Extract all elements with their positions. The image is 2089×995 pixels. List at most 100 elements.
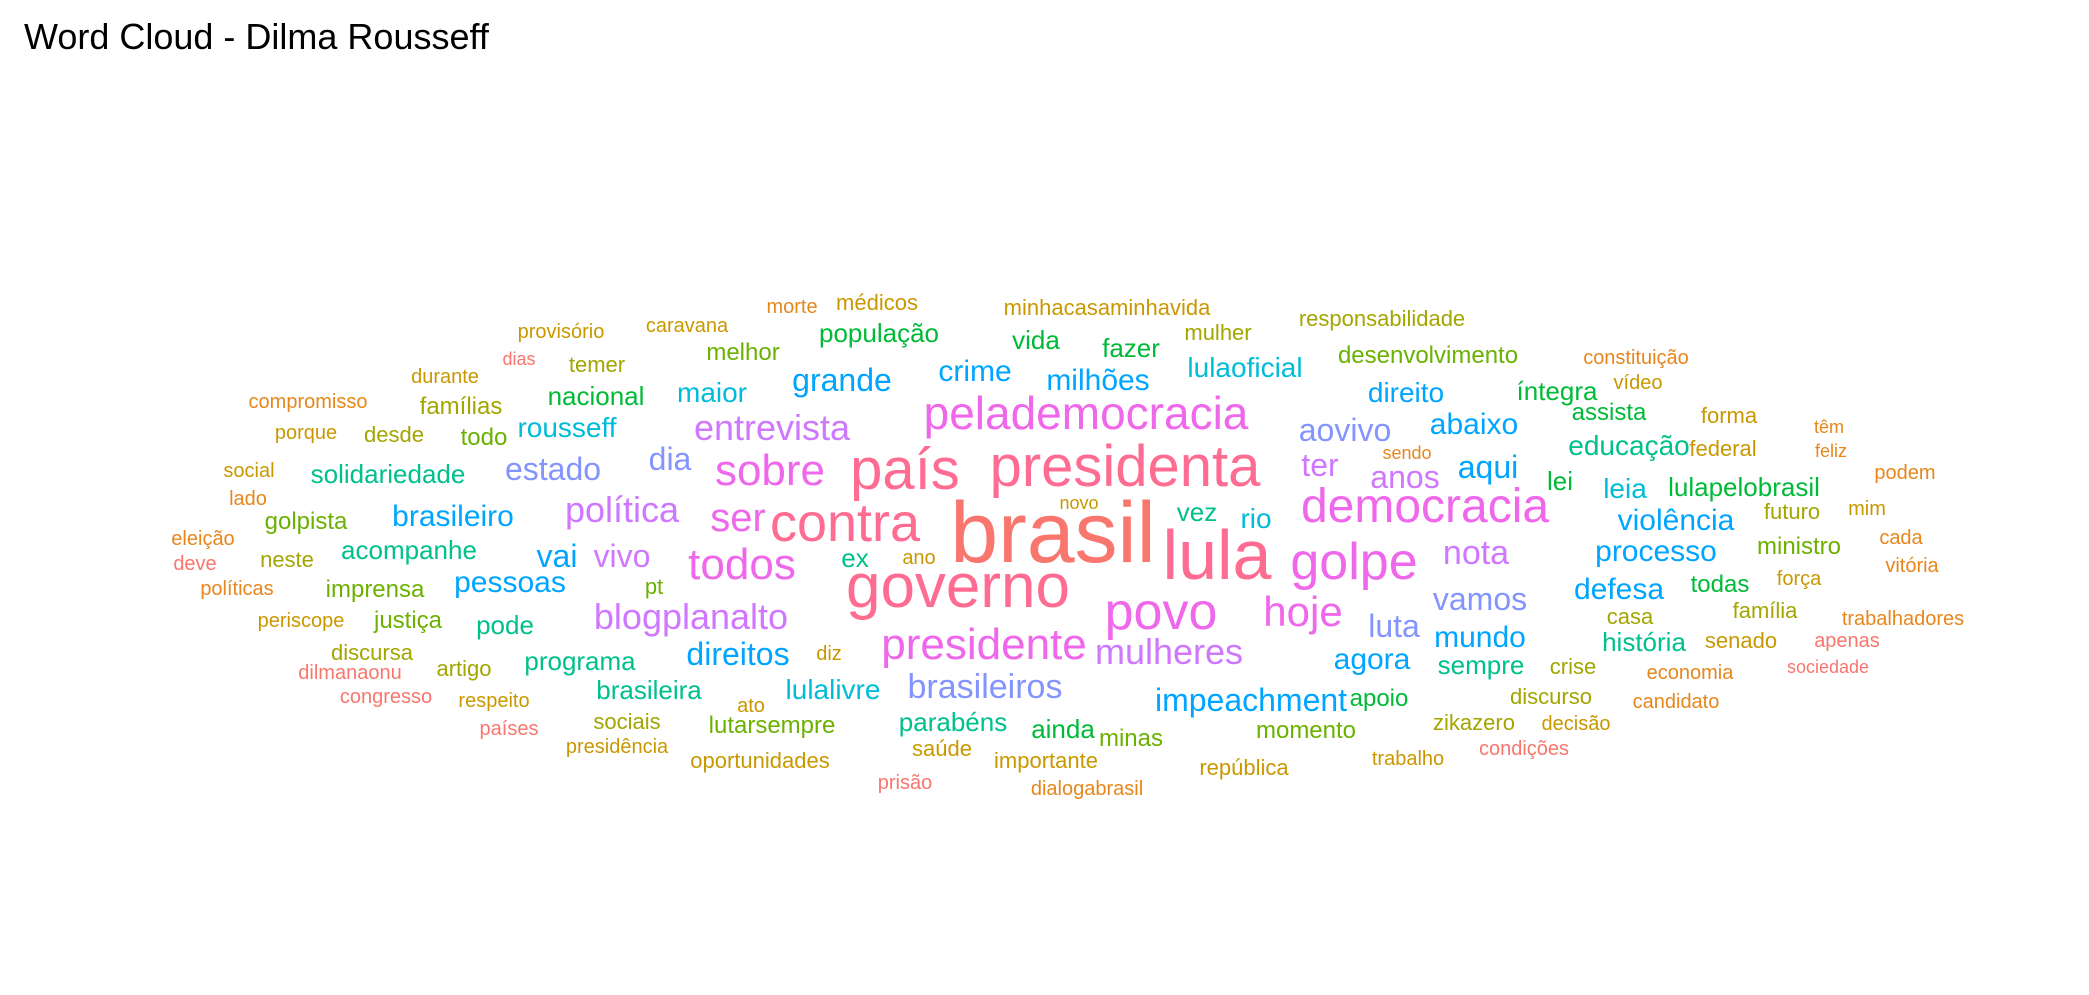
word: rio xyxy=(1240,503,1272,534)
word: casa xyxy=(1606,604,1654,629)
word: ser xyxy=(710,496,766,540)
word: têm xyxy=(1813,417,1845,437)
word: dia xyxy=(648,441,692,477)
word: futuro xyxy=(1763,499,1821,524)
word: país xyxy=(850,437,960,502)
word: presidência xyxy=(565,736,669,758)
word: vai xyxy=(536,538,578,574)
word: acompanhe xyxy=(341,535,477,565)
word: lula xyxy=(1162,516,1272,594)
word: famílias xyxy=(419,393,503,420)
word: brasil xyxy=(950,485,1156,581)
word: ato xyxy=(737,695,765,717)
word: melhor xyxy=(706,339,780,366)
word: lutarsempre xyxy=(708,712,836,739)
word: lulapelobrasil xyxy=(1668,472,1820,502)
word: sempre xyxy=(1437,650,1525,680)
word: vídeo xyxy=(1613,372,1663,394)
word: podem xyxy=(1874,462,1936,484)
word: desenvolvimento xyxy=(1337,342,1519,369)
word: maior xyxy=(676,377,748,408)
word: prisão xyxy=(877,772,933,794)
word: dialogabrasil xyxy=(1030,778,1144,800)
word: milhões xyxy=(1046,364,1150,397)
word: responsabilidade xyxy=(1298,306,1466,331)
word: golpista xyxy=(264,508,348,535)
word: dilmanaonu xyxy=(298,662,402,684)
word: solidariedade xyxy=(310,459,466,489)
word: compromisso xyxy=(248,391,368,413)
word: cada xyxy=(1879,527,1923,549)
word: trabalho xyxy=(1371,748,1445,770)
word: ano xyxy=(902,547,936,569)
word: sociais xyxy=(593,709,661,734)
word: pessoas xyxy=(454,566,566,599)
word: forma xyxy=(1700,403,1758,428)
word: aqui xyxy=(1457,449,1519,485)
word: pelademocracia xyxy=(923,387,1249,439)
word: feliz xyxy=(1814,441,1848,461)
word: impeachment xyxy=(1154,682,1348,718)
word: sociedade xyxy=(1786,657,1870,677)
word: caravana xyxy=(645,315,729,337)
word: desde xyxy=(364,422,424,447)
word: todo xyxy=(460,424,508,451)
word: crise xyxy=(1549,654,1597,679)
word: morte xyxy=(766,296,818,318)
word: brasileira xyxy=(596,675,702,705)
word: população xyxy=(819,318,939,348)
word: lei xyxy=(1546,466,1574,496)
word: lulalivre xyxy=(785,674,881,705)
word: porque xyxy=(274,422,338,444)
word: ainda xyxy=(1031,714,1095,744)
word: direitos xyxy=(686,636,790,672)
word: decisão xyxy=(1541,713,1611,735)
word: provisório xyxy=(517,321,605,343)
word: congresso xyxy=(339,686,433,708)
word: candidato xyxy=(1632,691,1720,713)
word: discurso xyxy=(1510,684,1592,709)
word: respeito xyxy=(458,690,530,712)
word: fazer xyxy=(1102,333,1160,363)
word: mim xyxy=(1848,498,1886,520)
word: vida xyxy=(1012,325,1060,355)
word: minhacasaminhavida xyxy=(1003,295,1211,320)
word: entrevista xyxy=(693,407,851,448)
word: nacional xyxy=(547,381,645,411)
word: vez xyxy=(1176,497,1218,527)
word: vivo xyxy=(593,538,651,574)
word: brasileiro xyxy=(392,500,514,533)
word: vitória xyxy=(1885,555,1939,577)
word: brasileiros xyxy=(907,668,1063,706)
word: zikazero xyxy=(1433,710,1515,735)
word: república xyxy=(1199,755,1289,780)
word: social xyxy=(223,460,275,482)
word: senado xyxy=(1704,628,1778,653)
word: crime xyxy=(938,355,1012,388)
word: lado xyxy=(229,488,267,510)
word: força xyxy=(1776,568,1822,590)
word: contra xyxy=(769,493,921,553)
word: justiça xyxy=(373,607,443,634)
word: países xyxy=(479,718,539,740)
word: hoje xyxy=(1263,588,1343,635)
word: grande xyxy=(792,362,892,398)
word: periscope xyxy=(257,610,345,632)
word: apenas xyxy=(1814,630,1880,652)
word: luta xyxy=(1368,608,1420,644)
word: processo xyxy=(1595,535,1717,568)
word: aovivo xyxy=(1298,412,1392,448)
word: neste xyxy=(260,547,314,572)
word: violência xyxy=(1617,504,1735,537)
word: médicos xyxy=(836,290,918,315)
word: minas xyxy=(1098,725,1164,752)
word: blogplanalto xyxy=(593,596,789,637)
word: agora xyxy=(1333,643,1411,676)
word: direito xyxy=(1367,377,1445,408)
word: sendo xyxy=(1382,443,1432,463)
word: imprensa xyxy=(325,576,425,603)
word: educação xyxy=(1568,430,1690,461)
word: artigo xyxy=(436,656,492,681)
word: políticas xyxy=(200,578,274,600)
word: importante xyxy=(994,748,1098,773)
